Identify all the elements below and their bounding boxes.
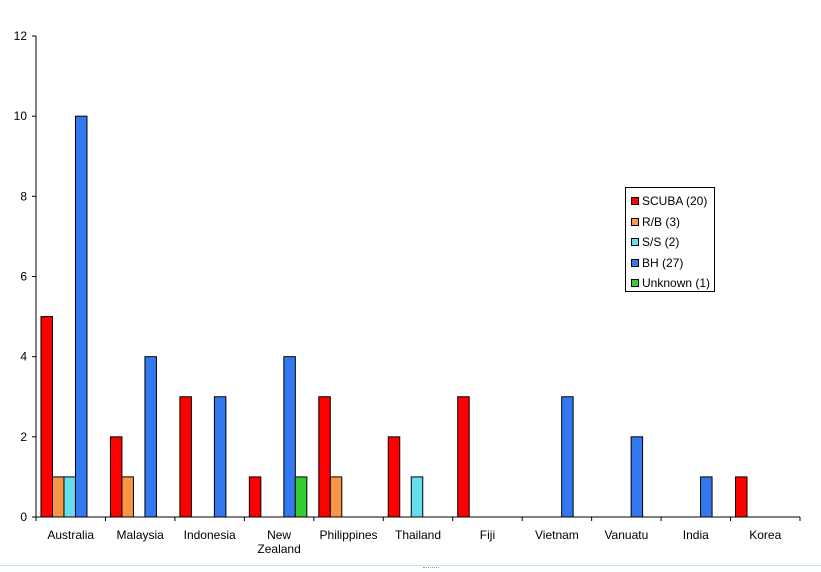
legend-swatch: [631, 258, 639, 267]
bar-ss: [410, 476, 424, 518]
resize-handle[interactable]: [423, 567, 439, 571]
legend-swatch: [631, 238, 639, 247]
bar-bh: [283, 356, 296, 518]
bottom-divider: [0, 565, 821, 566]
bar-scuba: [179, 396, 192, 518]
legend-swatch: [631, 217, 639, 226]
x-tick-label: Thailand: [395, 528, 441, 542]
bar-rb: [51, 476, 65, 518]
legend-item: SCUBA (20): [631, 191, 714, 212]
bar-bh: [700, 476, 713, 518]
legend-label: R/B (3): [642, 214, 681, 229]
bar-bh: [561, 396, 574, 518]
bar-scuba: [735, 476, 748, 518]
y-tick-label: 4: [20, 350, 27, 364]
x-tick-label: Australia: [47, 528, 94, 542]
bar-bh: [144, 356, 157, 518]
legend-label: BH (27): [642, 255, 684, 270]
bar-rb: [121, 476, 134, 518]
legend-item: Unknown (1): [631, 273, 714, 294]
bar-ss: [63, 476, 76, 518]
y-tick-label: 0: [20, 510, 27, 524]
x-tick-label: India: [683, 528, 709, 542]
bar-scuba: [40, 316, 53, 518]
x-tick-label: New Zealand: [257, 528, 300, 556]
y-tick-label: 6: [20, 270, 27, 284]
bar-unknown: [294, 476, 308, 518]
legend-label: SCUBA (20): [642, 194, 708, 209]
bar-scuba: [109, 436, 123, 518]
bar-bh: [74, 115, 88, 518]
bar-scuba: [248, 476, 262, 518]
legend-label: S/S (2): [642, 235, 680, 250]
legend-swatch: [631, 279, 639, 288]
bar-bh: [213, 396, 227, 518]
x-tick-label: Malaysia: [117, 528, 165, 542]
legend-label: Unknown (1): [642, 276, 711, 291]
y-tick-label: 10: [14, 109, 28, 123]
x-tick-label: Korea: [749, 528, 781, 542]
x-tick-label: Indonesia: [184, 528, 236, 542]
legend-item: R/B (3): [631, 212, 714, 233]
bar-rb: [329, 476, 343, 518]
bar-scuba: [387, 436, 401, 518]
y-tick-label: 2: [20, 430, 27, 444]
x-tick-label: Vietnam: [535, 528, 579, 542]
y-tick-label: 12: [14, 29, 28, 43]
bar-bh: [630, 436, 644, 518]
legend-item: S/S (2): [631, 232, 714, 253]
bar-scuba: [318, 396, 331, 518]
y-tick-label: 8: [20, 189, 27, 203]
bar-scuba: [457, 396, 470, 518]
x-tick-label: Philippines: [320, 528, 378, 542]
x-tick-label: Fiji: [480, 528, 495, 542]
legend-item: BH (27): [631, 253, 714, 274]
x-tick-label: Vanuatu: [604, 528, 648, 542]
chart-legend: SCUBA (20) R/B (3) S/S (2) BH (27) Unknown (…: [625, 187, 715, 292]
legend-swatch: [631, 197, 639, 206]
